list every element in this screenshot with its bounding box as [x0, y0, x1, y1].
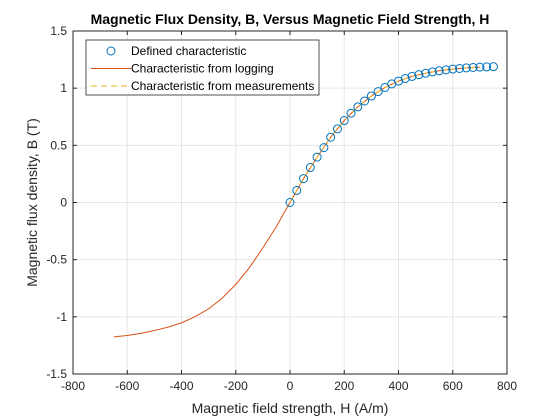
data-point: [346, 108, 356, 118]
data-point: [366, 91, 376, 101]
legend-marker-defined: [106, 46, 116, 56]
data-point: [312, 152, 322, 162]
data-point: [360, 96, 370, 106]
data-point: [305, 163, 315, 173]
legend-label-defined: Defined characteristic: [131, 44, 246, 58]
y-tick-label: -1.5: [46, 367, 67, 381]
x-tick-label: -600: [115, 379, 139, 393]
y-tick-label: 1: [60, 81, 67, 95]
legend-label-measurements: Characteristic from measurements: [131, 79, 314, 93]
data-point: [319, 143, 329, 153]
x-tick-label: -400: [169, 379, 193, 393]
x-tick-label: -800: [61, 379, 85, 393]
y-tick-label: -0.5: [46, 253, 67, 267]
x-tick-label: 400: [388, 379, 408, 393]
data-point: [339, 116, 349, 126]
data-point: [414, 70, 424, 80]
x-axis-label: Magnetic field strength, H (A/m): [192, 400, 389, 416]
data-point: [407, 71, 417, 81]
y-tick-label: 0.5: [50, 138, 67, 152]
data-point: [400, 73, 410, 83]
data-point: [380, 82, 390, 92]
series-layer: [113, 62, 498, 338]
data-point: [353, 102, 363, 112]
data-point: [434, 66, 444, 76]
x-tick-label: 800: [497, 379, 517, 393]
x-tick-label: -200: [224, 379, 248, 393]
x-tick-label: 600: [443, 379, 463, 393]
x-tick-label: 200: [334, 379, 354, 393]
data-point: [292, 185, 302, 195]
legend: Defined characteristic Characteristic fr…: [85, 39, 320, 96]
data-point: [455, 64, 465, 74]
data-point: [373, 87, 383, 97]
y-tick-label: -1: [56, 310, 67, 324]
series-defined-characteristic: [285, 62, 498, 207]
ticks: [72, 30, 508, 375]
data-point: [488, 62, 498, 72]
data-point: [299, 174, 309, 184]
data-point: [468, 62, 478, 72]
data-point: [482, 62, 492, 72]
data-point: [475, 62, 485, 72]
data-point: [332, 124, 342, 134]
series-line-measurements: [289, 66, 480, 203]
data-point: [441, 65, 451, 75]
legend-label-logging: Characteristic from logging: [131, 62, 274, 76]
y-tick-label: 1.5: [50, 24, 67, 38]
data-point: [285, 198, 295, 207]
chart-title: Magnetic Flux Density, B, Versus Magneti…: [91, 11, 490, 27]
data-point: [461, 63, 471, 73]
data-point: [421, 68, 431, 78]
tick-labels: -800 -600 -400 -200 0 200 400 600 800 -1.5 -1 -0.5 0…: [46, 24, 517, 393]
data-point: [448, 64, 458, 74]
y-axis-label: Magnetic flux density, B (T): [24, 118, 40, 287]
data-point: [326, 132, 336, 142]
y-tick-label: 0: [60, 196, 67, 210]
x-tick-label: 0: [287, 379, 294, 393]
data-point: [427, 67, 437, 77]
